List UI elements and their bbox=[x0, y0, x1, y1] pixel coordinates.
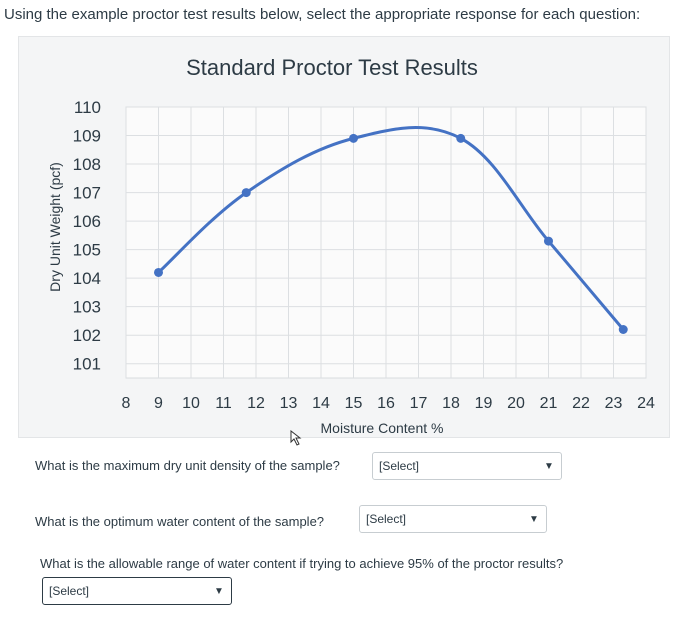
select-value: [Select] bbox=[366, 512, 407, 526]
data-point bbox=[456, 133, 466, 143]
y-tick-label: 101 bbox=[73, 355, 101, 374]
y-tick-label: 104 bbox=[73, 269, 101, 288]
x-tick-label: 14 bbox=[312, 395, 330, 412]
chevron-down-icon: ▼ bbox=[544, 460, 554, 472]
allowable-range-select[interactable]: [Select] ▼ bbox=[42, 577, 232, 605]
x-tick-label: 20 bbox=[507, 395, 525, 412]
x-tick-label: 22 bbox=[572, 395, 590, 412]
x-tick-label: 23 bbox=[605, 395, 623, 412]
x-tick-label: 13 bbox=[280, 395, 298, 412]
data-point bbox=[349, 133, 358, 143]
data-point bbox=[154, 267, 163, 277]
select-value: [Select] bbox=[379, 459, 420, 473]
y-axis-label: Dry Unit Weight (pcf) bbox=[47, 162, 63, 292]
x-tick-label: 21 bbox=[540, 395, 558, 412]
chart-panel: 110 109 108 107 106 105 104 103 102 101 8 9 10 11 12 1… bbox=[18, 36, 670, 438]
question-2-text: What is the optimum water content of the… bbox=[35, 514, 325, 529]
chart-title: Standard Proctor Test Results bbox=[186, 55, 478, 80]
x-tick-label: 16 bbox=[377, 395, 395, 412]
data-point bbox=[618, 325, 628, 335]
data-point bbox=[241, 188, 251, 198]
max-density-select[interactable]: [Select] ▼ bbox=[372, 452, 562, 480]
y-tick-label: 103 bbox=[73, 298, 101, 317]
y-tick-label: 110 bbox=[74, 98, 101, 117]
question-1-text: What is the maximum dry unit density of … bbox=[35, 458, 340, 473]
x-tick-label: 11 bbox=[215, 395, 232, 412]
mouse-cursor-icon bbox=[290, 430, 302, 446]
select-value: [Select] bbox=[49, 584, 90, 598]
x-tick-label: 15 bbox=[345, 395, 363, 412]
y-tick-label: 107 bbox=[73, 184, 101, 203]
chevron-down-icon: ▼ bbox=[214, 585, 224, 597]
x-tick-label: 9 bbox=[154, 395, 163, 412]
series-line bbox=[157, 126, 625, 332]
x-tick-label: 12 bbox=[247, 395, 265, 412]
y-tick-label: 109 bbox=[73, 127, 101, 146]
optimum-water-select[interactable]: [Select] ▼ bbox=[359, 505, 547, 533]
x-tick-label: 8 bbox=[122, 395, 131, 412]
x-tick-label: 10 bbox=[182, 395, 200, 412]
y-tick-label: 102 bbox=[73, 326, 101, 345]
instruction-text: Using the example proctor test results b… bbox=[4, 6, 641, 23]
x-tick-label: 17 bbox=[410, 395, 428, 412]
data-point bbox=[544, 236, 553, 246]
proctor-chart: 110 109 108 107 106 105 104 103 102 101 8 9 10 11 12 1… bbox=[47, 55, 655, 436]
y-tick-label: 105 bbox=[73, 241, 101, 260]
question-3-text: What is the allowable range of water con… bbox=[40, 556, 564, 571]
x-tick-label: 19 bbox=[475, 395, 493, 412]
chevron-down-icon: ▼ bbox=[529, 513, 539, 525]
x-tick-label: 18 bbox=[442, 395, 460, 412]
x-axis-label: Moisture Content % bbox=[321, 420, 444, 436]
y-tick-label: 106 bbox=[73, 212, 101, 231]
y-tick-label: 108 bbox=[73, 155, 101, 174]
x-tick-label: 24 bbox=[637, 395, 655, 412]
